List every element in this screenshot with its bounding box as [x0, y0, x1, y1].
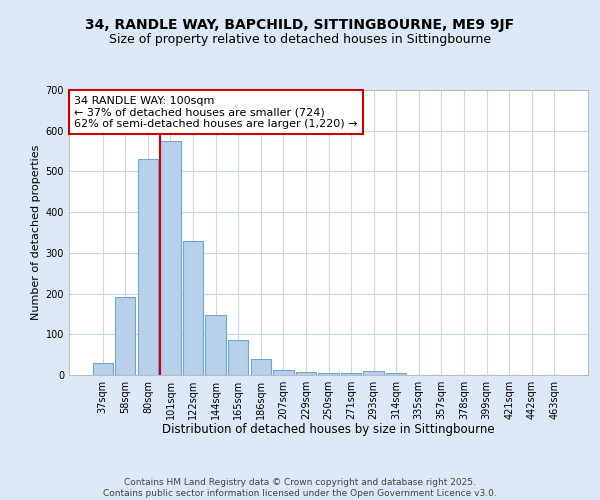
- Y-axis label: Number of detached properties: Number of detached properties: [31, 145, 41, 320]
- Bar: [364, 371, 384, 375]
- Text: 34 RANDLE WAY: 100sqm
← 37% of detached houses are smaller (724)
62% of semi-det: 34 RANDLE WAY: 100sqm ← 37% of detached …: [74, 96, 358, 129]
- Text: 34, RANDLE WAY, BAPCHILD, SITTINGBOURNE, ME9 9JF: 34, RANDLE WAY, BAPCHILD, SITTINGBOURNE,…: [85, 18, 515, 32]
- Bar: [251, 358, 271, 375]
- Bar: [341, 373, 361, 375]
- Bar: [92, 363, 113, 375]
- Bar: [160, 141, 181, 375]
- X-axis label: Distribution of detached houses by size in Sittingbourne: Distribution of detached houses by size …: [162, 424, 495, 436]
- Text: Contains HM Land Registry data © Crown copyright and database right 2025.
Contai: Contains HM Land Registry data © Crown c…: [103, 478, 497, 498]
- Bar: [386, 373, 406, 375]
- Bar: [115, 297, 136, 375]
- Bar: [296, 372, 316, 375]
- Text: Size of property relative to detached houses in Sittingbourne: Size of property relative to detached ho…: [109, 32, 491, 46]
- Bar: [228, 340, 248, 375]
- Bar: [183, 240, 203, 375]
- Bar: [273, 370, 293, 375]
- Bar: [138, 159, 158, 375]
- Bar: [319, 373, 338, 375]
- Bar: [205, 314, 226, 375]
